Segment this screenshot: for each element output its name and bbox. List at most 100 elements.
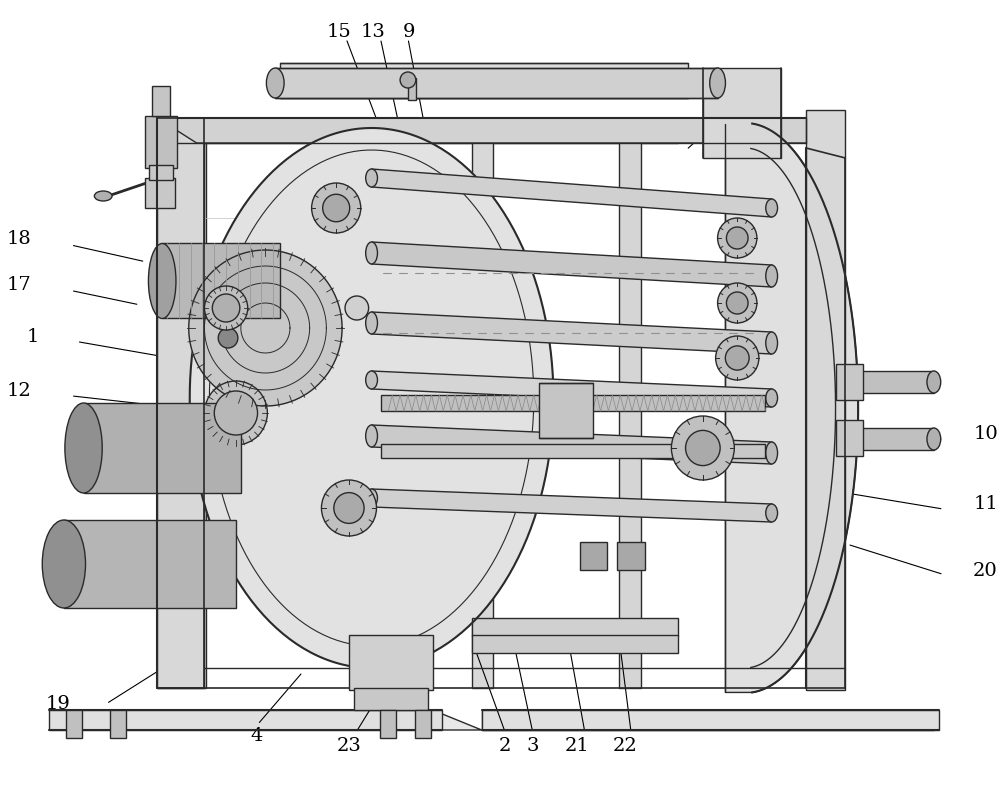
- Ellipse shape: [766, 265, 778, 287]
- Ellipse shape: [366, 371, 377, 389]
- Ellipse shape: [94, 191, 112, 201]
- Ellipse shape: [710, 68, 725, 98]
- Bar: [836, 364, 863, 400]
- Circle shape: [345, 296, 369, 320]
- Bar: [703, 68, 781, 158]
- Ellipse shape: [148, 243, 176, 318]
- Bar: [806, 110, 845, 690]
- Text: 11: 11: [973, 496, 998, 513]
- Text: 10: 10: [973, 425, 998, 443]
- Ellipse shape: [42, 520, 86, 608]
- Polygon shape: [482, 710, 939, 730]
- Bar: [349, 635, 433, 690]
- Polygon shape: [190, 128, 553, 668]
- Bar: [354, 688, 428, 710]
- Polygon shape: [49, 710, 482, 730]
- Ellipse shape: [927, 428, 941, 450]
- Polygon shape: [725, 124, 858, 693]
- Polygon shape: [189, 250, 342, 406]
- Circle shape: [214, 391, 258, 435]
- Bar: [145, 178, 175, 208]
- Circle shape: [204, 381, 267, 445]
- Text: 19: 19: [46, 695, 71, 713]
- Circle shape: [400, 72, 416, 88]
- Circle shape: [321, 480, 376, 536]
- Bar: [64, 520, 236, 608]
- Text: 4: 4: [250, 727, 262, 745]
- Polygon shape: [372, 489, 772, 522]
- Bar: [162, 243, 280, 318]
- Bar: [539, 383, 593, 438]
- Bar: [619, 138, 641, 688]
- Polygon shape: [157, 118, 678, 143]
- Bar: [836, 420, 863, 456]
- Text: 17: 17: [7, 276, 31, 294]
- Bar: [157, 118, 204, 688]
- Bar: [415, 710, 431, 738]
- Ellipse shape: [766, 332, 778, 354]
- Circle shape: [204, 286, 248, 330]
- Text: 22: 22: [612, 737, 637, 755]
- Text: 3: 3: [526, 737, 539, 755]
- Circle shape: [323, 194, 350, 222]
- Ellipse shape: [366, 425, 377, 447]
- Bar: [381, 444, 765, 458]
- Bar: [850, 371, 934, 393]
- Polygon shape: [372, 169, 772, 217]
- Ellipse shape: [766, 504, 778, 522]
- Circle shape: [726, 292, 748, 314]
- Text: 12: 12: [7, 382, 31, 400]
- Circle shape: [686, 430, 720, 465]
- Polygon shape: [49, 710, 442, 730]
- Text: 20: 20: [973, 562, 998, 579]
- Ellipse shape: [65, 403, 102, 493]
- Ellipse shape: [766, 389, 778, 407]
- Bar: [580, 542, 607, 570]
- Ellipse shape: [366, 312, 377, 334]
- Bar: [110, 710, 126, 738]
- Text: 18: 18: [7, 231, 31, 248]
- Circle shape: [726, 227, 748, 249]
- Polygon shape: [372, 371, 772, 407]
- Bar: [850, 428, 934, 450]
- Ellipse shape: [266, 68, 284, 98]
- Polygon shape: [372, 425, 772, 464]
- Circle shape: [718, 283, 757, 323]
- Text: 15: 15: [326, 23, 351, 41]
- Polygon shape: [482, 710, 934, 730]
- Text: 21: 21: [565, 737, 590, 755]
- Bar: [145, 116, 177, 168]
- Text: 8: 8: [737, 83, 749, 101]
- Circle shape: [312, 183, 361, 233]
- Text: 1: 1: [27, 328, 39, 346]
- Polygon shape: [157, 118, 206, 688]
- Bar: [275, 68, 718, 98]
- Bar: [617, 542, 645, 570]
- Ellipse shape: [766, 199, 778, 217]
- Ellipse shape: [766, 442, 778, 464]
- Bar: [280, 63, 688, 98]
- Circle shape: [725, 346, 749, 370]
- Ellipse shape: [927, 371, 941, 393]
- Ellipse shape: [366, 242, 377, 264]
- Text: 9: 9: [402, 23, 415, 41]
- Polygon shape: [372, 312, 772, 354]
- Bar: [149, 165, 173, 180]
- Bar: [66, 710, 82, 738]
- Bar: [152, 86, 170, 116]
- Bar: [381, 395, 765, 411]
- Circle shape: [671, 416, 734, 480]
- Bar: [472, 618, 678, 636]
- Ellipse shape: [366, 489, 377, 507]
- Circle shape: [334, 492, 364, 523]
- Bar: [472, 635, 678, 653]
- Bar: [84, 403, 241, 493]
- Circle shape: [718, 218, 757, 258]
- Circle shape: [716, 336, 759, 380]
- Ellipse shape: [366, 169, 377, 187]
- Bar: [408, 78, 416, 100]
- Text: 2: 2: [499, 737, 511, 755]
- Polygon shape: [157, 118, 845, 143]
- Circle shape: [212, 294, 240, 322]
- Text: 23: 23: [337, 737, 362, 755]
